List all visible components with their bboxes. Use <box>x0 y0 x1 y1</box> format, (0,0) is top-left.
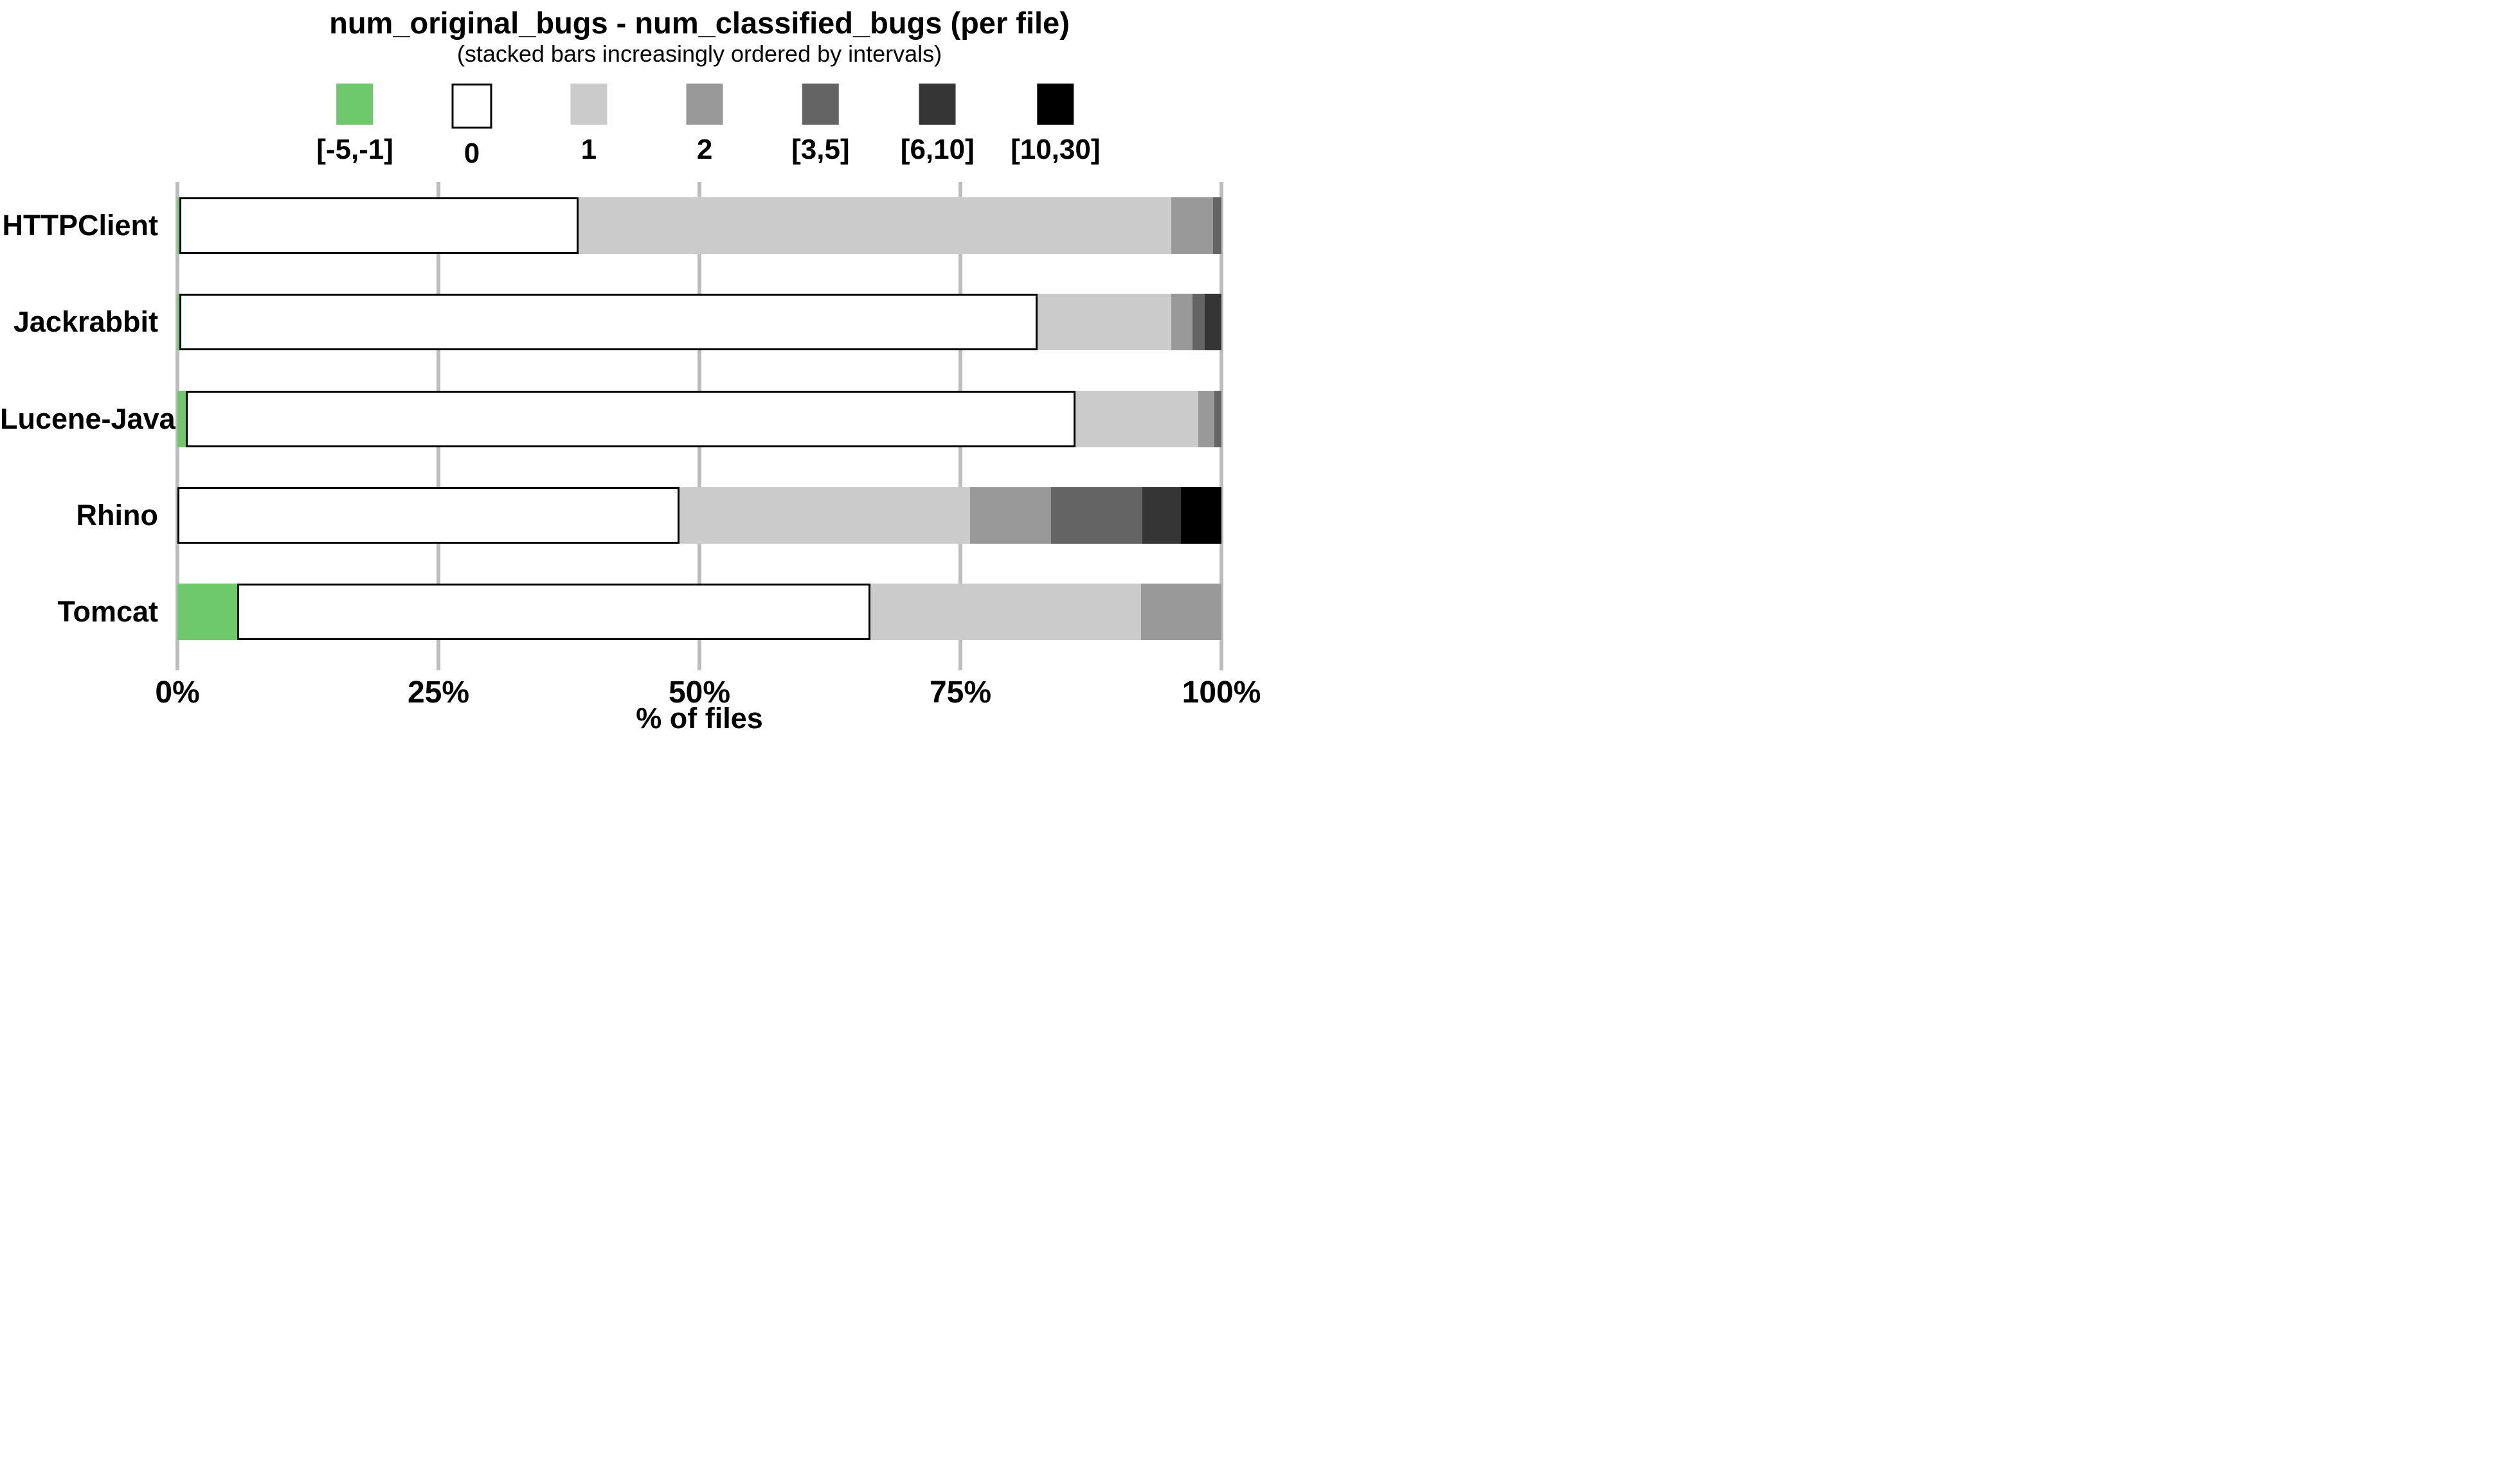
y-axis-label: HTTPClient <box>2 209 159 242</box>
y-axis-label: Jackrabbit <box>13 305 158 338</box>
bar-segment <box>179 294 1038 350</box>
bar-segment <box>1142 487 1181 544</box>
y-axis-label: Tomcat <box>57 595 158 628</box>
legend-label: [3,5] <box>791 134 850 165</box>
bar-segment <box>680 487 970 544</box>
x-tick-label: 25% <box>407 675 470 710</box>
legend-label: 1 <box>580 134 597 165</box>
bar-segment <box>237 584 871 640</box>
bar-segment <box>1140 584 1221 640</box>
legend-item: 2 <box>686 84 723 166</box>
bar-segment <box>969 487 1052 544</box>
legend-item: [6,10] <box>901 84 975 166</box>
chart: num_original_bugs - num_classified_bugs … <box>0 0 1260 737</box>
legend-item: [10,30] <box>1011 84 1100 166</box>
bar-segment <box>1214 391 1221 447</box>
bar-segment <box>1205 294 1221 350</box>
x-tick-label: 0% <box>155 675 200 710</box>
bar-segment <box>578 197 1172 254</box>
legend-swatch <box>802 84 839 125</box>
legend-item: [-5,-1] <box>316 84 393 166</box>
bar-segment <box>185 391 1076 447</box>
bar-row <box>177 294 1221 350</box>
bar-segment <box>1038 294 1172 350</box>
grid-line <box>1220 182 1223 670</box>
legend-label: [6,10] <box>900 134 975 165</box>
legend-label: [10,30] <box>1011 134 1101 165</box>
chart-subtitle: (stacked bars increasingly ordered by in… <box>456 40 942 67</box>
legend-label: [-5,-1] <box>316 134 393 165</box>
legend-swatch <box>570 84 608 125</box>
legend: [-5,-1] 0 1 2 [3,5] [6,10] [10,30] <box>177 84 1221 174</box>
legend-swatch <box>919 84 956 125</box>
bar-segment <box>177 487 680 544</box>
x-tick-label: 50% <box>668 675 731 710</box>
bar-segment <box>1171 197 1213 254</box>
x-tick-label: 100% <box>1182 675 1260 710</box>
bar-row <box>177 487 1221 544</box>
bar-segment <box>1192 294 1205 350</box>
legend-swatch <box>336 84 374 125</box>
bar-segment <box>1051 487 1142 544</box>
bar-segment <box>1171 294 1192 350</box>
legend-label: 0 <box>464 138 480 169</box>
bar-segment <box>177 294 180 350</box>
y-axis-label: Rhino <box>76 499 158 532</box>
bar-segment <box>177 197 180 254</box>
x-axis-title: % of files <box>636 702 763 735</box>
x-tick-label: 75% <box>929 675 992 710</box>
bar-segment <box>179 197 579 254</box>
plot-area <box>176 182 1223 670</box>
legend-item: [3,5] <box>791 84 850 166</box>
bar-segment <box>1213 197 1221 254</box>
bar-segment <box>870 584 1141 640</box>
bar-segment <box>1198 391 1214 447</box>
bar-segment <box>1075 391 1199 447</box>
chart-title: num_original_bugs - num_classified_bugs … <box>329 6 1070 40</box>
legend-swatch <box>1037 84 1074 125</box>
legend-item: 0 <box>451 84 492 170</box>
legend-swatch <box>686 84 723 125</box>
bar-segment <box>177 584 237 640</box>
legend-item: 1 <box>570 84 608 166</box>
bar-row <box>177 391 1221 447</box>
y-axis-label: Lucene-Java <box>0 402 176 435</box>
bar-segment <box>1180 487 1221 544</box>
bar-segment <box>177 391 186 447</box>
bar-row <box>177 197 1221 254</box>
bar-row <box>177 584 1221 640</box>
legend-label: 2 <box>696 134 713 165</box>
legend-swatch <box>451 84 492 129</box>
